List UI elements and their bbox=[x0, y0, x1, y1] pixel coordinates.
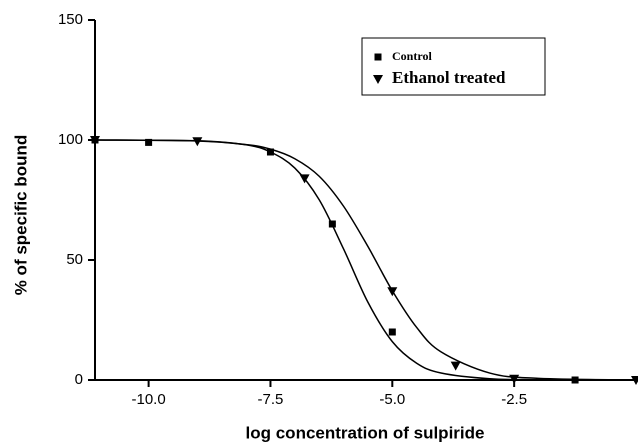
point bbox=[299, 174, 310, 184]
point bbox=[328, 220, 336, 228]
legend-label: Ethanol treated bbox=[392, 68, 506, 87]
point bbox=[509, 374, 520, 384]
point bbox=[631, 376, 638, 385]
fit-curve bbox=[94, 139, 637, 381]
x-tick-label: -2.5 bbox=[501, 391, 527, 408]
y-tick-label: 50 bbox=[66, 251, 83, 268]
y-axis-label: % of specific bound bbox=[11, 135, 30, 296]
point bbox=[145, 138, 153, 146]
x-tick-label: -10.0 bbox=[132, 391, 166, 408]
point bbox=[90, 136, 100, 145]
x-tick-label: -7.5 bbox=[258, 391, 284, 408]
y-tick-label: 100 bbox=[58, 131, 83, 148]
legend-box bbox=[361, 37, 546, 96]
legend-marker bbox=[374, 53, 382, 61]
point bbox=[450, 361, 461, 371]
x-axis-label: log concentration of sulpiride bbox=[246, 423, 485, 442]
y-tick-label: 150 bbox=[58, 11, 83, 28]
point bbox=[387, 287, 398, 297]
x-tick-label: -5.0 bbox=[379, 391, 405, 408]
legend-label: Control bbox=[392, 49, 432, 63]
point bbox=[266, 148, 274, 156]
legend-marker bbox=[373, 75, 383, 84]
y-tick-label: 0 bbox=[75, 371, 83, 388]
point bbox=[192, 137, 203, 147]
fit-curve bbox=[94, 139, 637, 381]
point bbox=[388, 328, 396, 336]
